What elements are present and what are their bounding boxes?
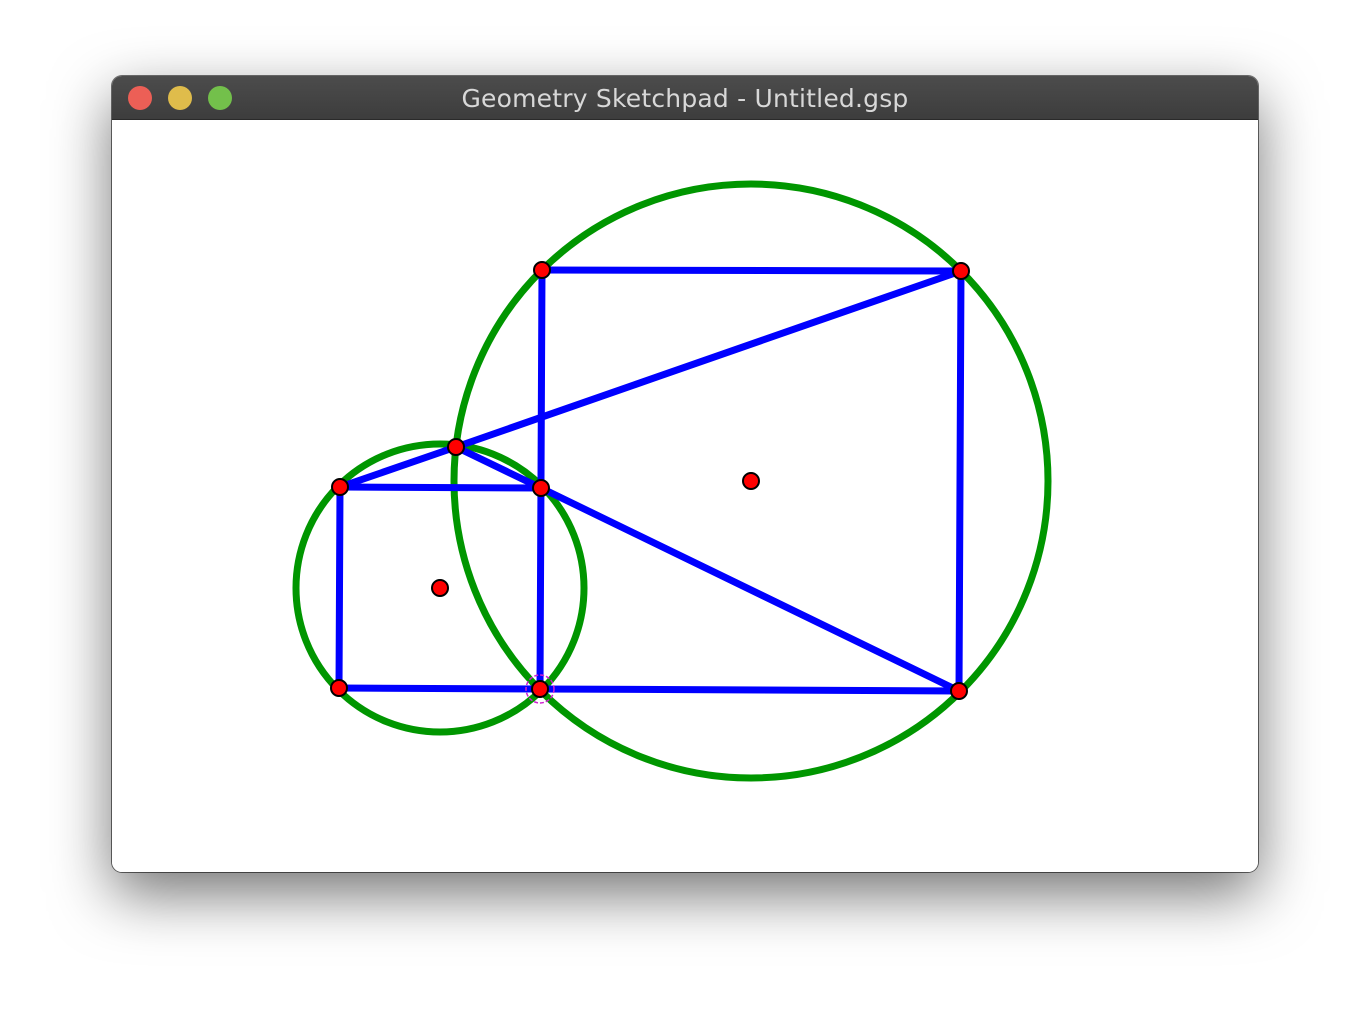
close-button[interactable] [128, 86, 152, 110]
segment-apex-to-top-right[interactable] [452, 267, 965, 451]
segment-bottom[interactable] [335, 684, 963, 695]
point-apex[interactable] [447, 438, 465, 456]
large-circle[interactable] [450, 180, 1052, 782]
zoom-button[interactable] [208, 86, 232, 110]
point-small-top-left[interactable] [331, 478, 349, 496]
title-bar[interactable]: Geometry Sketchpad - Untitled.gsp [112, 76, 1258, 120]
point-large-top-right[interactable] [952, 262, 970, 280]
point-mid[interactable] [532, 479, 550, 497]
selection-indicator [525, 674, 555, 704]
point-small-center[interactable] [431, 579, 449, 597]
segment-apex-to-small-top-left[interactable] [336, 443, 460, 491]
minimize-button[interactable] [168, 86, 192, 110]
segment-apex-to-mid[interactable] [452, 443, 545, 492]
sketch-svg[interactable] [112, 120, 1258, 872]
point-small-bottom-left[interactable] [330, 679, 348, 697]
point-large-top-left[interactable] [533, 261, 551, 279]
segment-mid-to-bottom-right[interactable] [537, 484, 963, 695]
segment-large-top[interactable] [538, 266, 965, 275]
segment-small-top[interactable] [336, 483, 545, 492]
segment-small-left[interactable] [335, 483, 344, 692]
point-mid-bottom[interactable] [531, 680, 549, 698]
segment-large-right[interactable] [955, 267, 965, 695]
app-window: Geometry Sketchpad - Untitled.gsp [112, 76, 1258, 872]
window-title: Geometry Sketchpad - Untitled.gsp [461, 84, 909, 113]
point-large-center[interactable] [742, 472, 760, 490]
small-circle[interactable] [292, 440, 588, 736]
sketch-canvas[interactable] [112, 120, 1258, 872]
point-large-bottom-right[interactable] [950, 682, 968, 700]
